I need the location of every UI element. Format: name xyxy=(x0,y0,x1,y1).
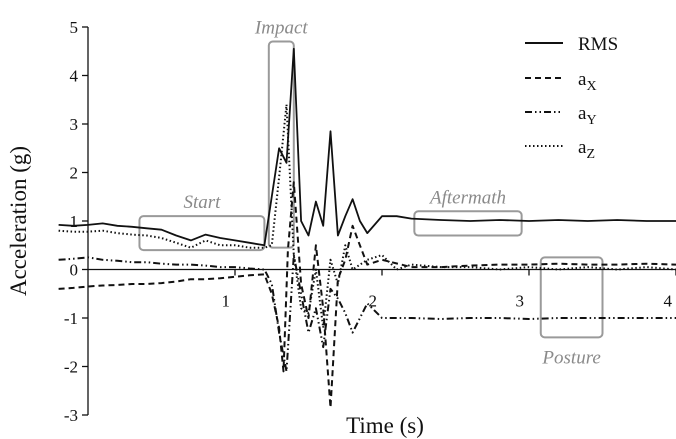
y-tick-label: -1 xyxy=(64,309,78,328)
annotation-label-start: Start xyxy=(183,192,221,213)
series-line-rms xyxy=(58,47,676,247)
y-tick-label: -3 xyxy=(64,406,78,425)
legend-label-rms: RMS xyxy=(578,34,618,55)
x-tick-label: 1 xyxy=(222,292,231,311)
annotation-box-start xyxy=(138,215,266,252)
annotation-box-posture xyxy=(539,256,604,339)
y-tick-label: 1 xyxy=(70,212,79,231)
y-tick-label: -2 xyxy=(64,358,78,377)
x-tick-label: 4 xyxy=(664,292,673,311)
legend: RMS aX aY aZ xyxy=(525,34,618,162)
x-axis-label: Time (s) xyxy=(346,413,424,438)
legend-label-az: aZ xyxy=(578,137,595,162)
y-tick-label: 0 xyxy=(70,261,79,280)
annotation-label-aftermath: Aftermath xyxy=(428,187,506,208)
axes: -3 -2 -1 0 1 2 3 4 5 1 2 3 4 xyxy=(64,18,676,425)
y-tick-label: 4 xyxy=(70,67,79,86)
y-tick-label: 3 xyxy=(70,115,79,134)
series-lines xyxy=(58,47,676,409)
annotation-box-impact xyxy=(267,40,295,249)
annotation-labels: Start Impact Aftermath Posture xyxy=(183,18,600,369)
annotation-label-impact: Impact xyxy=(254,18,308,39)
series-line-ay xyxy=(58,254,676,373)
x-tick-label: 2 xyxy=(369,292,378,311)
y-axis-label: Acceleration (g) xyxy=(6,146,31,296)
annotation-boxes xyxy=(138,40,604,339)
legend-label-ax: aX xyxy=(578,69,597,94)
annotation-box-aftermath xyxy=(413,210,523,237)
x-tick-label: 3 xyxy=(516,292,525,311)
annotation-label-posture: Posture xyxy=(541,347,600,368)
y-tick-label: 2 xyxy=(70,164,79,183)
y-tick-label: 5 xyxy=(70,18,79,37)
series-line-az xyxy=(58,103,676,329)
legend-label-ay: aY xyxy=(578,103,597,128)
